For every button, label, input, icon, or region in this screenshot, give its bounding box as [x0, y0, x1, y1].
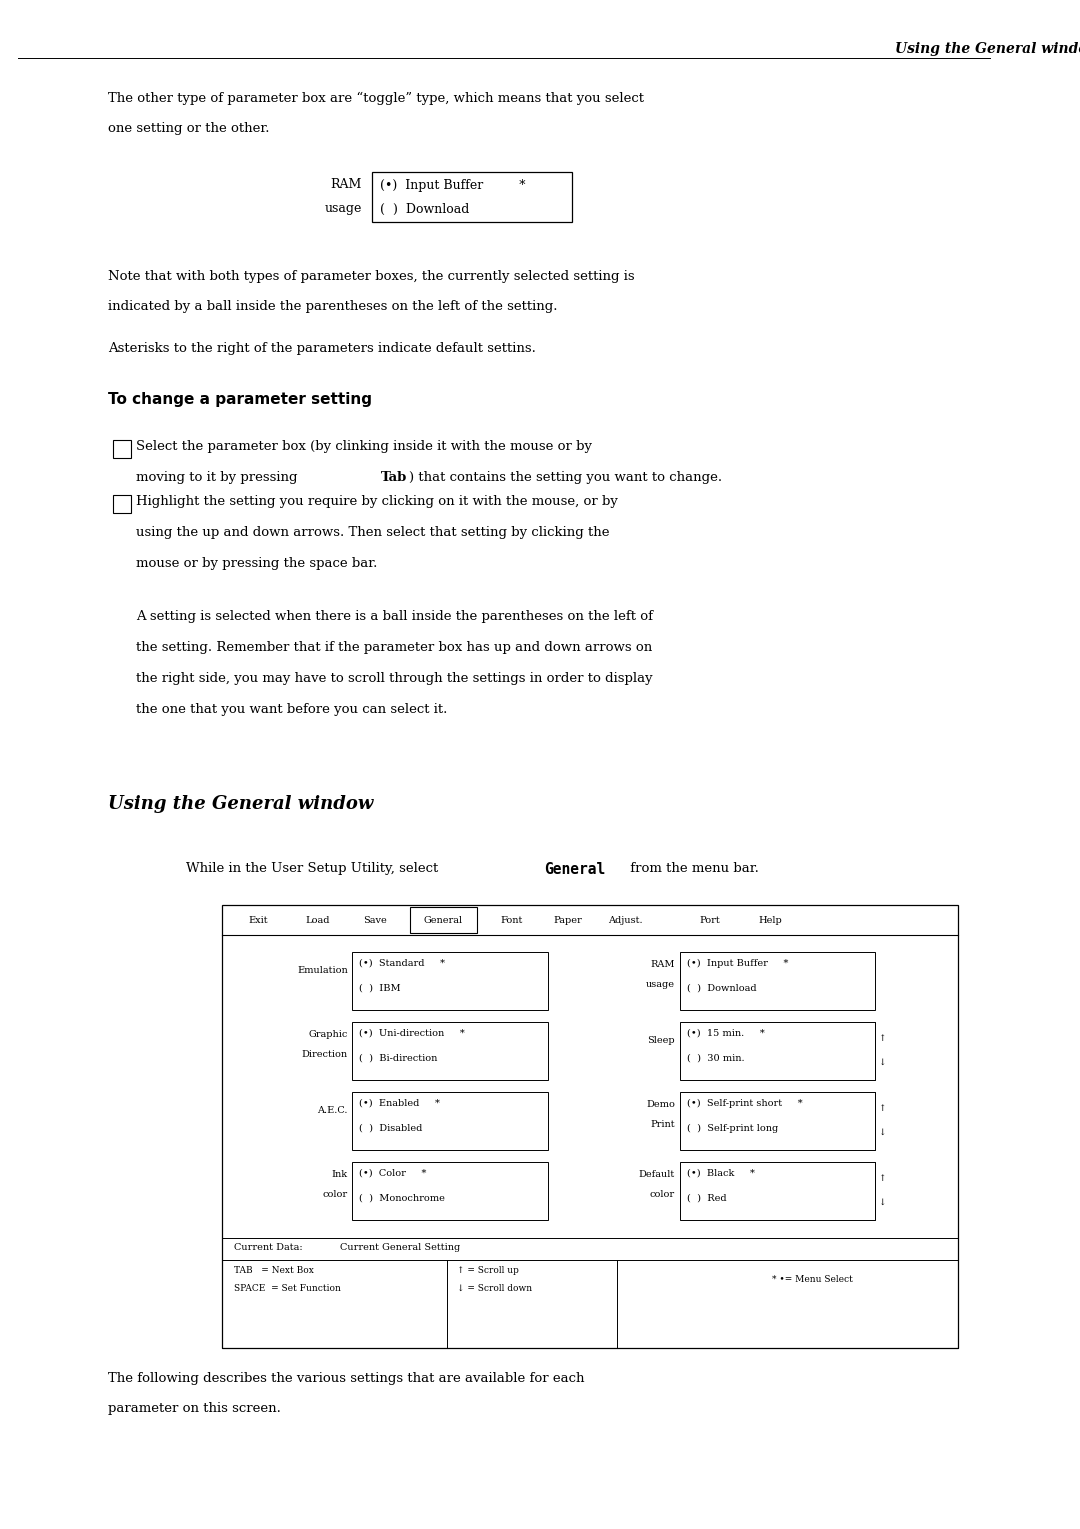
Polygon shape — [352, 1092, 548, 1150]
Text: (•)  Uni-direction     *: (•) Uni-direction * — [359, 1029, 464, 1038]
Text: parameter on this screen.: parameter on this screen. — [108, 1402, 281, 1414]
Polygon shape — [222, 905, 958, 1349]
Text: Sleep: Sleep — [647, 1037, 675, 1044]
Text: ↑: ↑ — [878, 1034, 886, 1043]
Text: Paper: Paper — [554, 916, 582, 925]
Text: RAM: RAM — [650, 960, 675, 969]
Text: A setting is selected when there is a ball inside the parentheses on the left of: A setting is selected when there is a ba… — [136, 610, 653, 622]
Text: (  )  30 min.: ( ) 30 min. — [687, 1053, 744, 1063]
Text: General: General — [544, 862, 605, 878]
Text: Exit: Exit — [248, 916, 268, 925]
Text: indicated by a ball inside the parentheses on the left of the setting.: indicated by a ball inside the parenthes… — [108, 300, 557, 313]
Text: (  )  Self-print long: ( ) Self-print long — [687, 1124, 779, 1133]
Text: RAM: RAM — [330, 177, 362, 191]
Text: usage: usage — [646, 980, 675, 989]
Text: (•)  Black     *: (•) Black * — [687, 1170, 755, 1177]
Text: Using the General window    19: Using the General window 19 — [895, 41, 1080, 57]
Text: (•)  15 min.     *: (•) 15 min. * — [687, 1029, 765, 1038]
Text: The other type of parameter box are “toggle” type, which means that you select: The other type of parameter box are “tog… — [108, 92, 644, 106]
Text: While in the User Setup Utility, select: While in the User Setup Utility, select — [186, 862, 443, 875]
Text: one setting or the other.: one setting or the other. — [108, 122, 270, 135]
Text: Print: Print — [650, 1121, 675, 1128]
Text: Note that with both types of parameter boxes, the currently selected setting is: Note that with both types of parameter b… — [108, 271, 635, 283]
Polygon shape — [410, 907, 477, 933]
Text: color: color — [650, 1190, 675, 1199]
Text: moving to it by pressing: moving to it by pressing — [136, 471, 301, 485]
Text: color: color — [323, 1190, 348, 1199]
Text: Direction: Direction — [302, 1050, 348, 1060]
Text: Current General Setting: Current General Setting — [340, 1243, 460, 1252]
Text: (  )  Bi-direction: ( ) Bi-direction — [359, 1053, 437, 1063]
Text: (•)  Color     *: (•) Color * — [359, 1170, 427, 1177]
Text: A.E.C.: A.E.C. — [318, 1105, 348, 1115]
Polygon shape — [680, 1021, 875, 1079]
Text: * •= Menu Select: * •= Menu Select — [772, 1275, 853, 1284]
Polygon shape — [352, 953, 548, 1011]
Text: ↑: ↑ — [878, 1104, 886, 1113]
Text: Asterisks to the right of the parameters indicate default settins.: Asterisks to the right of the parameters… — [108, 342, 536, 355]
Text: (•)  Enabled     *: (•) Enabled * — [359, 1099, 440, 1109]
Text: (  )  Download: ( ) Download — [687, 985, 757, 992]
Polygon shape — [352, 1162, 548, 1220]
Text: Demo: Demo — [646, 1099, 675, 1109]
Text: The following describes the various settings that are available for each: The following describes the various sett… — [108, 1372, 584, 1385]
Text: Current Data:: Current Data: — [234, 1243, 302, 1252]
Polygon shape — [680, 1092, 875, 1150]
Text: (  )  Monochrome: ( ) Monochrome — [359, 1194, 445, 1203]
Text: ) that contains the setting you want to change.: ) that contains the setting you want to … — [409, 471, 723, 485]
Text: Graphic: Graphic — [309, 1031, 348, 1040]
Text: ↑ = Scroll up: ↑ = Scroll up — [457, 1266, 518, 1275]
Text: (•)  Standard     *: (•) Standard * — [359, 959, 445, 968]
Text: (  )  IBM: ( ) IBM — [359, 985, 401, 992]
Text: using the up and down arrows. Then select that setting by clicking the: using the up and down arrows. Then selec… — [136, 526, 609, 540]
Polygon shape — [680, 1162, 875, 1220]
Text: ↑: ↑ — [878, 1174, 886, 1183]
Text: To change a parameter setting: To change a parameter setting — [108, 391, 372, 407]
Polygon shape — [352, 1021, 548, 1079]
Text: Emulation: Emulation — [297, 966, 348, 976]
Polygon shape — [680, 953, 875, 1011]
Text: ↓: ↓ — [878, 1128, 886, 1138]
Text: (  )  Disabled: ( ) Disabled — [359, 1124, 422, 1133]
Text: (•)  Self-print short     *: (•) Self-print short * — [687, 1099, 802, 1109]
Text: Port: Port — [700, 916, 720, 925]
Text: (•)  Input Buffer         *: (•) Input Buffer * — [380, 179, 526, 193]
Text: (  )  Red: ( ) Red — [687, 1194, 727, 1203]
Text: Help: Help — [758, 916, 782, 925]
Text: Highlight the setting you require by clicking on it with the mouse, or by: Highlight the setting you require by cli… — [136, 495, 618, 508]
Text: Select the parameter box (by clinking inside it with the mouse or by: Select the parameter box (by clinking in… — [136, 440, 592, 453]
Text: Tab: Tab — [381, 471, 407, 485]
Text: the one that you want before you can select it.: the one that you want before you can sel… — [136, 703, 447, 716]
Text: the setting. Remember that if the parameter box has up and down arrows on: the setting. Remember that if the parame… — [136, 641, 652, 654]
Text: (  )  Download: ( ) Download — [380, 203, 470, 216]
Text: TAB   = Next Box: TAB = Next Box — [234, 1266, 314, 1275]
Text: SPACE  = Set Function: SPACE = Set Function — [234, 1284, 341, 1294]
Text: mouse or by pressing the space bar.: mouse or by pressing the space bar. — [136, 557, 377, 570]
Text: ↓: ↓ — [878, 1058, 886, 1067]
Text: ↓: ↓ — [878, 1199, 886, 1206]
Text: ↓ = Scroll down: ↓ = Scroll down — [457, 1284, 532, 1294]
Text: Using the General window: Using the General window — [108, 795, 374, 813]
Text: Save: Save — [363, 916, 387, 925]
Text: Ink: Ink — [332, 1170, 348, 1179]
Text: General: General — [424, 916, 463, 925]
Text: usage: usage — [325, 202, 362, 216]
Text: from the menu bar.: from the menu bar. — [626, 862, 759, 875]
Text: Default: Default — [638, 1170, 675, 1179]
Text: Font: Font — [501, 916, 523, 925]
Text: Adjust.: Adjust. — [608, 916, 643, 925]
Text: (•)  Input Buffer     *: (•) Input Buffer * — [687, 959, 788, 968]
Text: the right side, you may have to scroll through the settings in order to display: the right side, you may have to scroll t… — [136, 673, 652, 685]
Text: Load: Load — [306, 916, 330, 925]
